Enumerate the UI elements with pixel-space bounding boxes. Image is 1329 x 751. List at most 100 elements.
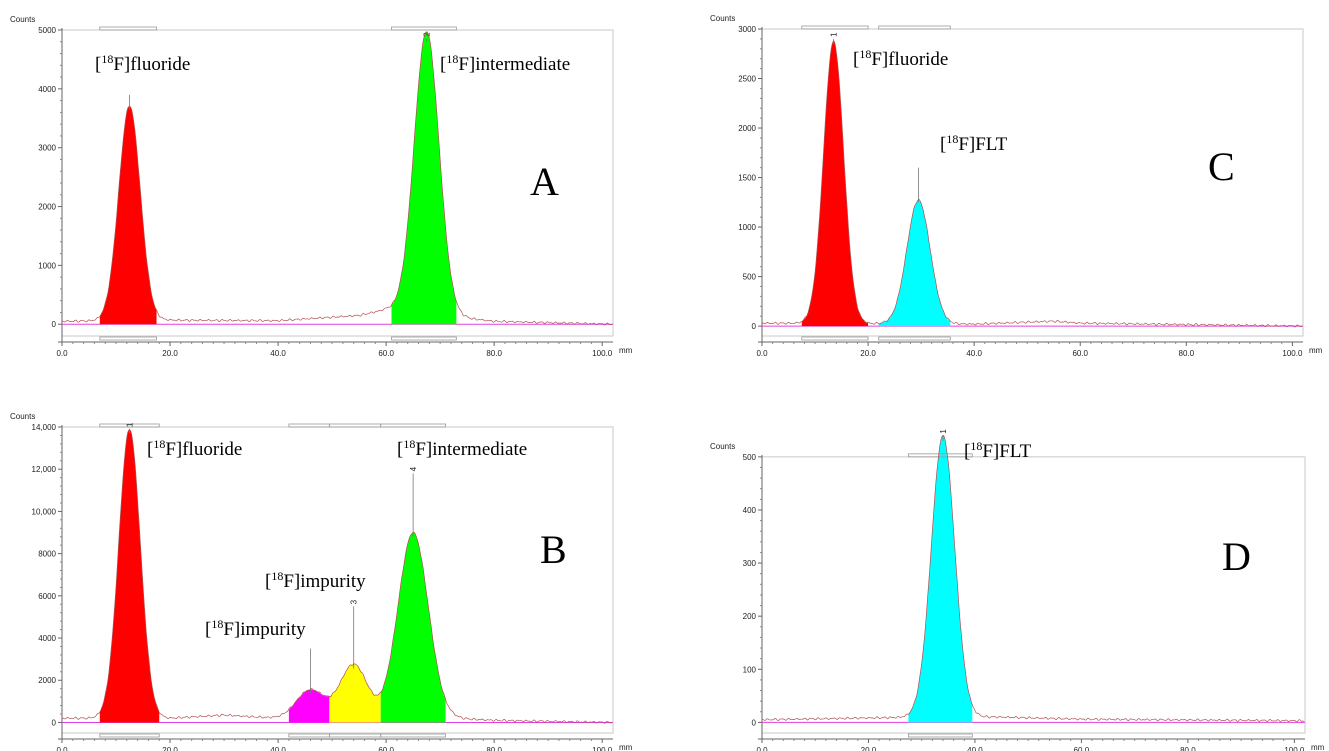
- y-axis-label: Counts: [710, 442, 735, 451]
- peak-label: [18F]impurity: [265, 569, 366, 592]
- peak-label: [18F]FLT: [940, 132, 1008, 155]
- roi-marker-bottom: [801, 336, 869, 341]
- peak-area-3: [329, 663, 381, 723]
- x-tick-label: 60.0: [1074, 746, 1090, 751]
- peak-area-2: [391, 31, 457, 325]
- panel-letter: B: [540, 527, 567, 572]
- x-tick-label: 20.0: [162, 349, 178, 358]
- signal-trace: [61, 429, 613, 724]
- y-tick-label: 0: [752, 718, 757, 727]
- x-tick-label: 60.0: [378, 746, 394, 751]
- peak-number: 1: [830, 32, 839, 37]
- x-axis-unit: mm: [1311, 743, 1325, 751]
- peak-number: 4: [409, 466, 418, 471]
- roi-marker-top: [380, 423, 446, 428]
- peak-label: [18F]fluoride: [147, 437, 242, 460]
- x-tick-label: 0.0: [56, 746, 68, 751]
- y-tick-label: 4000: [38, 85, 56, 94]
- x-tick-label: 40.0: [270, 349, 286, 358]
- y-tick-label: 500: [743, 273, 757, 282]
- x-tick-label: 100.0: [1282, 349, 1303, 358]
- roi-marker-top: [99, 26, 157, 31]
- panel-letter: A: [530, 159, 559, 204]
- x-tick-label: 0.0: [756, 746, 768, 751]
- roi-marker-bottom: [328, 733, 382, 738]
- roi-marker-bottom: [99, 733, 160, 738]
- chromatogram-b: 0 2000 4000 6000 8000 10,000 12,000 14,000 0.0 20…: [10, 412, 633, 751]
- x-tick-label: 40.0: [966, 349, 982, 358]
- panel-letter: D: [1222, 534, 1251, 579]
- chart-panel-a: 0 1000 2000 3000 4000 5000 0.0 20.0 40.0 60.0 80.0…: [0, 0, 640, 360]
- y-tick-label: 2000: [738, 124, 756, 133]
- x-tick-label: 80.0: [1180, 746, 1196, 751]
- x-tick-label: 100.0: [592, 746, 613, 751]
- roi-marker-top: [99, 423, 160, 428]
- y-tick-label: 2000: [38, 203, 56, 212]
- plot-frame: [761, 456, 1306, 734]
- roi-marker-bottom: [99, 336, 157, 341]
- x-tick-label: 100.0: [1284, 746, 1305, 751]
- y-tick-label: 6000: [38, 592, 56, 601]
- x-tick-label: 20.0: [162, 746, 178, 751]
- y-tick-label: 2000: [38, 676, 56, 685]
- chart-panel-c: 0 500 1000 1500 2000 2500 3000 0.0 20.0 40.0 60.0 8…: [700, 0, 1329, 360]
- y-tick-label: 0: [752, 322, 757, 331]
- signal-trace: [61, 31, 613, 326]
- chromatogram-d: 0 100 200 300 400 500 0.0 20.0 40.0 60.0 80.0 100.0…: [710, 429, 1325, 751]
- peak-label: [18F]fluoride: [95, 52, 190, 75]
- x-tick-label: 60.0: [378, 349, 394, 358]
- y-tick-label: 2500: [738, 75, 756, 84]
- x-tick-label: 80.0: [1179, 349, 1195, 358]
- y-tick-label: 0: [52, 718, 57, 727]
- peak-area-1: [801, 40, 869, 327]
- y-tick-label: 1500: [738, 174, 756, 183]
- peak-area-2: [288, 688, 330, 723]
- x-axis-unit: mm: [1309, 346, 1323, 355]
- roi-marker-top: [801, 25, 869, 30]
- x-tick-label: 0.0: [756, 349, 768, 358]
- x-tick-label: 80.0: [486, 349, 502, 358]
- y-tick-label: 10,000: [32, 507, 57, 516]
- roi-marker-top: [878, 25, 951, 30]
- roi-marker-bottom: [380, 733, 446, 738]
- x-tick-label: 100.0: [592, 349, 613, 358]
- y-tick-label: 0: [52, 320, 57, 329]
- y-tick-label: 300: [743, 559, 757, 568]
- y-tick-label: 3000: [38, 144, 56, 153]
- y-tick-label: 100: [743, 665, 757, 674]
- roi-marker-bottom: [907, 733, 973, 738]
- peak-number: 2: [423, 32, 432, 37]
- roi-marker-top: [391, 26, 457, 31]
- peak-label: [18F]fluoride: [853, 47, 948, 70]
- peak-area-4: [380, 531, 446, 723]
- signal-trace: [761, 40, 1303, 328]
- roi-marker-bottom: [288, 733, 330, 738]
- y-axis-label: Counts: [710, 14, 735, 23]
- chromatogram-c: 0 500 1000 1500 2000 2500 3000 0.0 20.0 40.0 60.0 8…: [710, 14, 1323, 358]
- y-tick-label: 400: [743, 506, 757, 515]
- y-tick-label: 200: [743, 612, 757, 621]
- roi-marker-top: [907, 453, 973, 458]
- peak-area-1: [99, 104, 157, 325]
- x-tick-label: 0.0: [56, 349, 68, 358]
- peak-number: 1: [939, 429, 948, 434]
- x-tick-label: 40.0: [270, 746, 286, 751]
- peak-area-2: [878, 199, 951, 327]
- chart-panel-b: 0 2000 4000 6000 8000 10,000 12,000 14,000 0.0 20…: [0, 395, 640, 751]
- peak-number: 1: [126, 422, 135, 427]
- peak-number: 3: [350, 599, 359, 604]
- y-tick-label: 3000: [738, 25, 756, 34]
- y-axis-label: Counts: [10, 412, 35, 421]
- peak-label: [18F]intermediate: [397, 437, 527, 460]
- y-tick-label: 14,000: [32, 423, 57, 432]
- y-tick-label: 5000: [38, 26, 56, 35]
- roi-marker-bottom: [878, 336, 951, 341]
- y-tick-label: 8000: [38, 550, 56, 559]
- x-tick-label: 20.0: [861, 746, 877, 751]
- signal-trace: [761, 434, 1305, 723]
- panel-letter: C: [1208, 144, 1235, 189]
- x-tick-label: 60.0: [1072, 349, 1088, 358]
- chart-panel-d: 0 100 200 300 400 500 0.0 20.0 40.0 60.0 80.0 100.0…: [700, 395, 1329, 751]
- peak-area-1: [908, 435, 973, 723]
- x-axis-unit: mm: [619, 346, 633, 355]
